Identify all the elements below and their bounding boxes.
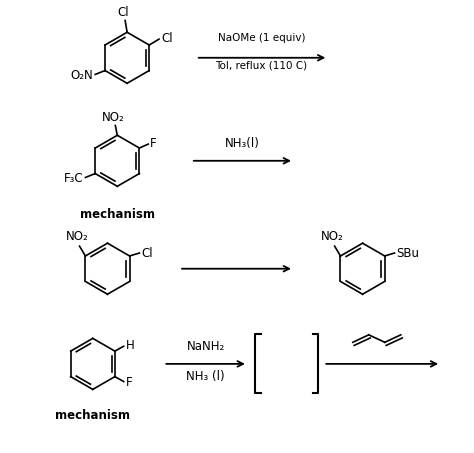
Text: F₃C: F₃C (64, 172, 83, 185)
Text: NO₂: NO₂ (321, 230, 344, 243)
Text: NO₂: NO₂ (66, 230, 89, 243)
Text: NH₃(l): NH₃(l) (225, 137, 259, 150)
Text: Cl: Cl (141, 246, 153, 260)
Text: F: F (126, 376, 132, 389)
Text: SBu: SBu (396, 246, 419, 260)
Text: O₂N: O₂N (71, 69, 93, 82)
Text: NaNH₂: NaNH₂ (186, 340, 225, 353)
Text: NO₂: NO₂ (102, 111, 125, 124)
Text: Cl: Cl (161, 32, 173, 45)
Text: H: H (126, 339, 135, 352)
Text: NH₃ (l): NH₃ (l) (186, 370, 225, 383)
Text: Tol, reflux (110 C): Tol, reflux (110 C) (216, 61, 308, 71)
Text: mechanism: mechanism (55, 409, 130, 422)
Text: mechanism: mechanism (80, 208, 155, 221)
Text: Cl: Cl (118, 5, 129, 19)
Text: NaOMe (1 equiv): NaOMe (1 equiv) (218, 33, 305, 43)
Text: F: F (150, 137, 157, 149)
